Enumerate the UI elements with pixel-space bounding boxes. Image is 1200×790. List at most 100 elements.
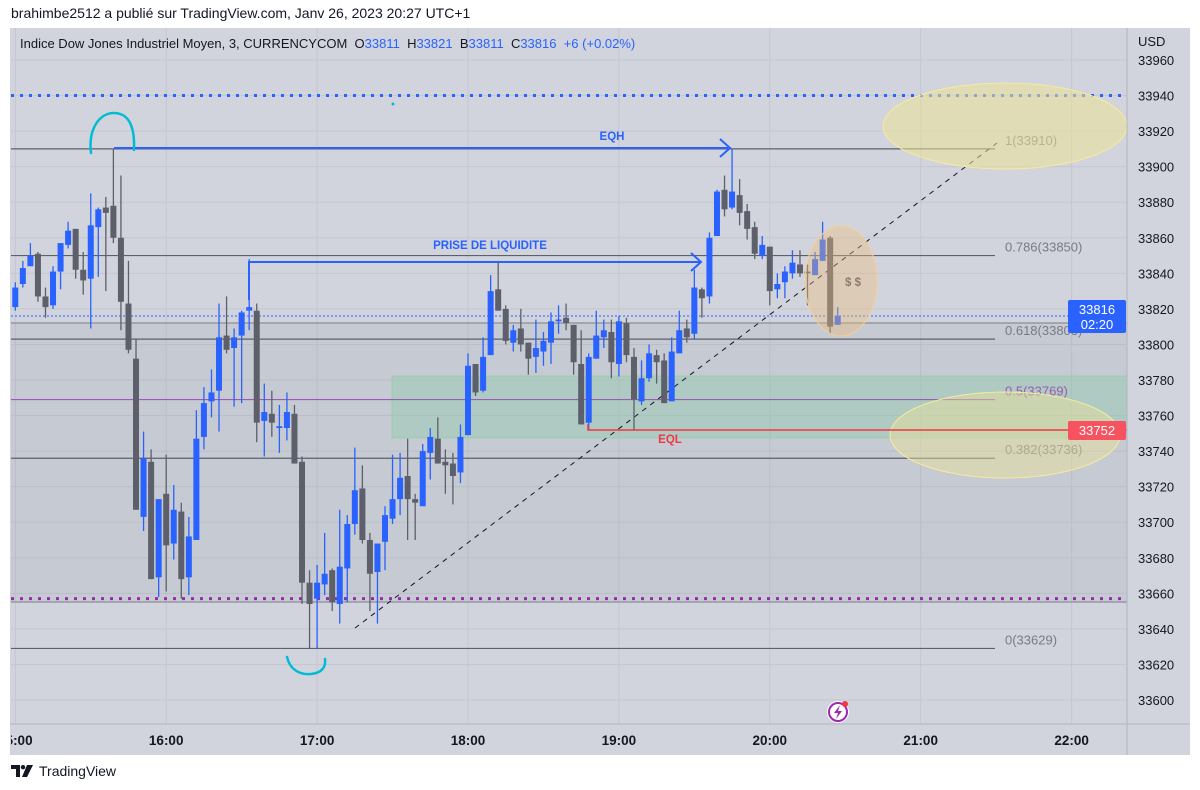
candle[interactable] — [216, 303, 223, 432]
candle[interactable] — [366, 532, 373, 612]
candle[interactable] — [253, 303, 260, 443]
candle[interactable] — [578, 330, 585, 425]
candle[interactable] — [646, 344, 653, 382]
candle[interactable] — [50, 266, 57, 309]
candle[interactable] — [457, 424, 464, 484]
candle[interactable] — [133, 339, 140, 510]
candle[interactable] — [796, 250, 803, 277]
candle[interactable] — [65, 221, 72, 249]
candle[interactable] — [163, 454, 170, 592]
candle[interactable] — [404, 438, 411, 541]
candle[interactable] — [397, 452, 404, 516]
candle[interactable] — [698, 287, 705, 318]
candle[interactable] — [208, 369, 215, 418]
candle[interactable] — [510, 324, 517, 352]
demand-zone-rectangle[interactable] — [391, 375, 1128, 439]
candle[interactable] — [87, 193, 94, 329]
liquidity-ellipse[interactable] — [804, 225, 878, 337]
candle[interactable] — [661, 353, 668, 404]
time-axis[interactable]: 15:00 16:00 17:00 18:00 19:00 20:00 21:00 22:00 — [0, 733, 1089, 748]
hand-drawn-bottom-arc[interactable] — [285, 655, 327, 676]
candle[interactable] — [170, 484, 177, 560]
candle[interactable] — [487, 275, 494, 356]
liquidity-arrow[interactable] — [248, 252, 703, 300]
candle[interactable] — [299, 456, 306, 605]
candle[interactable] — [178, 502, 185, 599]
candle[interactable] — [276, 404, 283, 453]
candle[interactable] — [110, 148, 117, 244]
candle[interactable] — [344, 515, 351, 603]
candle[interactable] — [155, 499, 162, 597]
candle[interactable] — [359, 465, 366, 544]
candle[interactable] — [653, 349, 660, 384]
fib-trend-line[interactable] — [354, 142, 998, 629]
candle[interactable] — [751, 221, 758, 260]
candle[interactable] — [812, 252, 819, 276]
candle[interactable] — [442, 449, 449, 494]
candle[interactable] — [834, 307, 841, 325]
candle[interactable] — [774, 273, 781, 299]
candle[interactable] — [329, 568, 336, 612]
candle[interactable] — [389, 454, 396, 525]
candle[interactable] — [759, 236, 766, 260]
candle[interactable] — [200, 387, 207, 450]
candle[interactable] — [95, 207, 102, 277]
candle[interactable] — [472, 364, 479, 397]
candle[interactable] — [193, 410, 200, 541]
candle[interactable] — [713, 189, 720, 237]
symbol-title[interactable]: Indice Dow Jones Industriel Moyen, 3, CU… — [20, 36, 348, 51]
candle[interactable] — [336, 509, 343, 624]
eqh-arrow[interactable] — [114, 138, 732, 158]
tradingview-logo[interactable]: TradingView — [11, 763, 116, 779]
candle[interactable] — [374, 543, 381, 624]
candle[interactable] — [593, 310, 600, 359]
candle[interactable] — [517, 308, 524, 352]
candle[interactable] — [668, 337, 675, 402]
candle[interactable] — [223, 296, 230, 354]
candle[interactable] — [42, 287, 49, 318]
candle[interactable] — [321, 532, 328, 596]
candle[interactable] — [547, 312, 554, 365]
candle[interactable] — [570, 324, 577, 375]
candle[interactable] — [804, 264, 811, 306]
candle[interactable] — [314, 564, 321, 649]
candle[interactable] — [638, 360, 645, 405]
candle[interactable] — [706, 232, 713, 304]
candle[interactable] — [495, 260, 502, 311]
candle[interactable] — [781, 266, 788, 299]
candle[interactable] — [789, 250, 796, 279]
candle[interactable] — [721, 175, 728, 217]
candle[interactable] — [427, 428, 434, 480]
candle[interactable] — [434, 417, 441, 464]
candle[interactable] — [148, 449, 155, 580]
candle[interactable] — [600, 319, 607, 349]
candle[interactable] — [555, 305, 562, 334]
candle[interactable] — [231, 328, 238, 407]
candle[interactable] — [125, 260, 132, 354]
candle[interactable] — [306, 570, 313, 649]
candle[interactable] — [27, 243, 34, 267]
hand-drawn-top-arc[interactable] — [89, 111, 136, 155]
candle[interactable] — [140, 431, 147, 532]
eql-line[interactable] — [587, 424, 1127, 431]
candle[interactable] — [480, 337, 487, 393]
candle[interactable] — [268, 390, 275, 437]
candle[interactable] — [465, 353, 471, 436]
candle[interactable] — [12, 282, 19, 311]
candle[interactable] — [185, 516, 192, 596]
candle[interactable] — [419, 444, 426, 507]
candle[interactable] — [766, 246, 773, 306]
candle[interactable] — [291, 404, 298, 464]
candle[interactable] — [683, 319, 690, 343]
candle[interactable] — [412, 493, 419, 541]
candle[interactable] — [691, 269, 698, 340]
candle[interactable] — [608, 319, 615, 379]
candle[interactable] — [676, 310, 683, 354]
candle[interactable] — [585, 353, 592, 430]
alert-lightning-icon[interactable] — [827, 701, 849, 723]
candle[interactable] — [261, 383, 268, 457]
candle[interactable] — [736, 179, 743, 226]
target-ellipse-top[interactable] — [882, 82, 1128, 170]
candle[interactable] — [630, 348, 637, 430]
